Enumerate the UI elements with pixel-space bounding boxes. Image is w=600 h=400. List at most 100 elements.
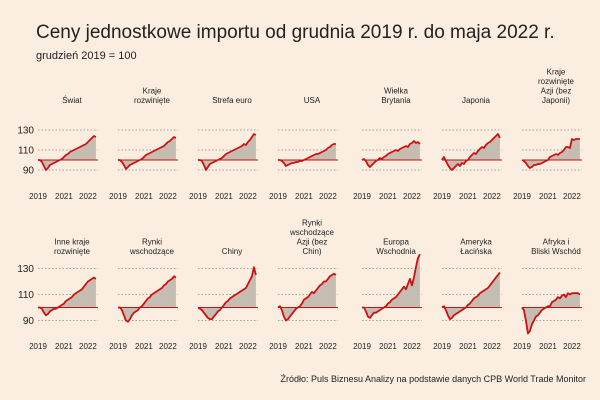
panel-title: Łacińska: [460, 247, 492, 256]
x-tick-label: 2021: [379, 192, 397, 201]
x-tick-label: 2021: [459, 342, 477, 351]
area-fill: [277, 144, 336, 166]
x-tick-label: 2021: [55, 192, 73, 201]
panel-japonia: Japonia 2019 2021 2022: [433, 96, 502, 201]
panel-title: Rynki: [302, 219, 322, 228]
x-tick-label: 2019: [353, 192, 371, 201]
y-tick-label: 90: [23, 166, 35, 177]
x-tick-label: 2022: [563, 192, 581, 201]
area-fill: [197, 267, 256, 320]
x-tick-label: 2019: [29, 342, 47, 351]
panel-title: rozwinięte: [54, 247, 91, 256]
x-tick-label: 2022: [403, 342, 421, 351]
series-line: [197, 266, 257, 321]
series-line: [521, 292, 581, 335]
panel-title: Japonii): [542, 96, 570, 105]
panel-title: wschodzące: [129, 247, 175, 256]
panel-title: Wielka: [384, 87, 409, 96]
series-line: [117, 136, 177, 170]
area-fill: [117, 137, 176, 169]
x-tick-label: 2021: [539, 342, 557, 351]
area-fill: [441, 272, 500, 320]
chart-subtitle: grudzień 2019 = 100: [36, 50, 137, 62]
x-tick-label: 2022: [319, 342, 337, 351]
panel-title: Wschodnia: [376, 247, 416, 256]
series-line: [117, 275, 177, 323]
x-tick-label: 2021: [295, 192, 313, 201]
x-tick-label: 2021: [135, 192, 153, 201]
panel-title: Ameryka: [460, 238, 492, 247]
y-tick-label: 90: [23, 316, 35, 327]
area-fill: [521, 293, 580, 334]
series-line: [277, 272, 337, 322]
x-tick-label: 2021: [55, 342, 73, 351]
x-tick-label: 2021: [135, 342, 153, 351]
panel-title: wschodzące: [289, 228, 335, 237]
area-fill: [37, 136, 96, 170]
area-fill: [521, 139, 580, 168]
series-line: [361, 140, 421, 168]
panel-title: Strefa euro: [212, 96, 252, 105]
x-tick-label: 2019: [433, 192, 451, 201]
series-line: [197, 133, 257, 171]
x-tick-label: 2021: [379, 342, 397, 351]
y-tick-label: 130: [17, 264, 34, 275]
panel-title: Świat: [62, 96, 82, 105]
area-fill: [197, 134, 256, 170]
panel-title: Bliski Wschód: [531, 247, 581, 256]
series-line: [441, 133, 501, 171]
panel-title: Europa: [383, 238, 409, 247]
panel-title: Rynki: [142, 238, 162, 247]
panel-usa: USA 2019 2021 2022: [269, 96, 338, 201]
x-tick-label: 2022: [159, 342, 177, 351]
x-tick-label: 2022: [239, 342, 257, 351]
series-line: [277, 143, 336, 167]
x-tick-label: 2021: [459, 192, 477, 201]
area-fill: [117, 276, 176, 322]
y-tick-label: 110: [18, 146, 34, 157]
x-tick-label: 2022: [79, 342, 97, 351]
x-tick-label: 2019: [433, 342, 451, 351]
x-tick-label: 2021: [215, 192, 233, 201]
x-tick-label: 2022: [239, 192, 257, 201]
panel-title: Kraje: [547, 68, 566, 77]
panel-title: rozwinięte: [134, 96, 171, 105]
panel-title: Kraje: [143, 87, 162, 96]
x-tick-label: 2022: [563, 342, 581, 351]
x-tick-label: 2019: [513, 192, 531, 201]
area-fill: [361, 141, 420, 167]
x-tick-label: 2019: [189, 342, 207, 351]
panel-title: Brytania: [381, 96, 411, 105]
panel-title: USA: [304, 96, 321, 105]
x-tick-label: 2019: [29, 192, 47, 201]
panel-swiat: Świat 90 110 130 2019 2021 2022: [17, 96, 98, 201]
area-fill: [441, 134, 500, 170]
x-tick-label: 2022: [159, 192, 177, 201]
chart-title: Ceny jednostkowe importu od grudnia 2019…: [36, 22, 555, 43]
series-line: [37, 135, 97, 171]
panel-title: Chin): [302, 247, 321, 256]
panel-title: Azji (bez: [541, 87, 572, 96]
area-fill: [37, 277, 96, 316]
x-tick-label: 2021: [539, 192, 557, 201]
x-tick-label: 2019: [269, 192, 287, 201]
x-tick-label: 2021: [215, 342, 233, 351]
x-tick-label: 2022: [483, 192, 501, 201]
series-line: [521, 138, 580, 169]
series-line: [37, 276, 97, 317]
area-fill: [361, 254, 420, 318]
x-tick-label: 2022: [483, 342, 501, 351]
panel-title: Chiny: [222, 247, 242, 256]
source-note: Źródło: Puls Biznesu Analizy na podstawi…: [280, 374, 587, 384]
x-tick-label: 2019: [109, 192, 127, 201]
